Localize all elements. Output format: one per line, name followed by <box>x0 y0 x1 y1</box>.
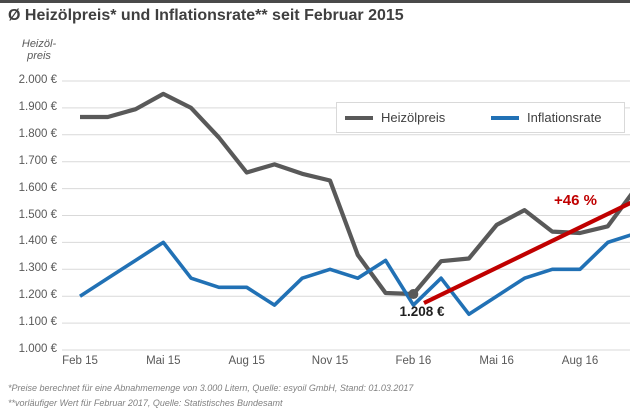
series-line-inflationsrate <box>79 233 630 317</box>
y-axis-title-line2: preis <box>27 50 51 62</box>
inflationsrate-line-swatch <box>491 115 519 120</box>
trend-percent-label: +46 % <box>554 192 597 209</box>
legend-item-inflationsrate: Inflationsrate <box>491 110 601 125</box>
chart-title: Ø Heizölpreis* und Inflationsrate** seit… <box>8 7 404 24</box>
footnote-price-source: *Preise berechnet für eine Abnahmemenge … <box>8 383 414 393</box>
heizoelpreis-line-swatch <box>345 115 373 120</box>
y-axis-title-line1: Heizöl- <box>21 38 57 50</box>
low-point-marker <box>408 289 419 300</box>
legend: Heizölpreis Inflationsrate <box>336 102 625 133</box>
legend-label-inflationsrate: Inflationsrate <box>527 110 602 125</box>
low-point-value-label: 1.208 € <box>399 304 445 319</box>
legend-label-heizoelpreis: Heizölpreis <box>381 110 446 125</box>
footnote-inflation-source: **vorläufiger Wert für Februar 2017, Que… <box>8 398 283 408</box>
trend-line <box>423 200 630 305</box>
top-border <box>0 0 630 3</box>
y-axis-title: Heizöl- preis <box>10 38 68 62</box>
legend-item-heizoelpreis: Heizölpreis <box>345 110 491 125</box>
series-line-heizölpreis <box>80 91 630 297</box>
